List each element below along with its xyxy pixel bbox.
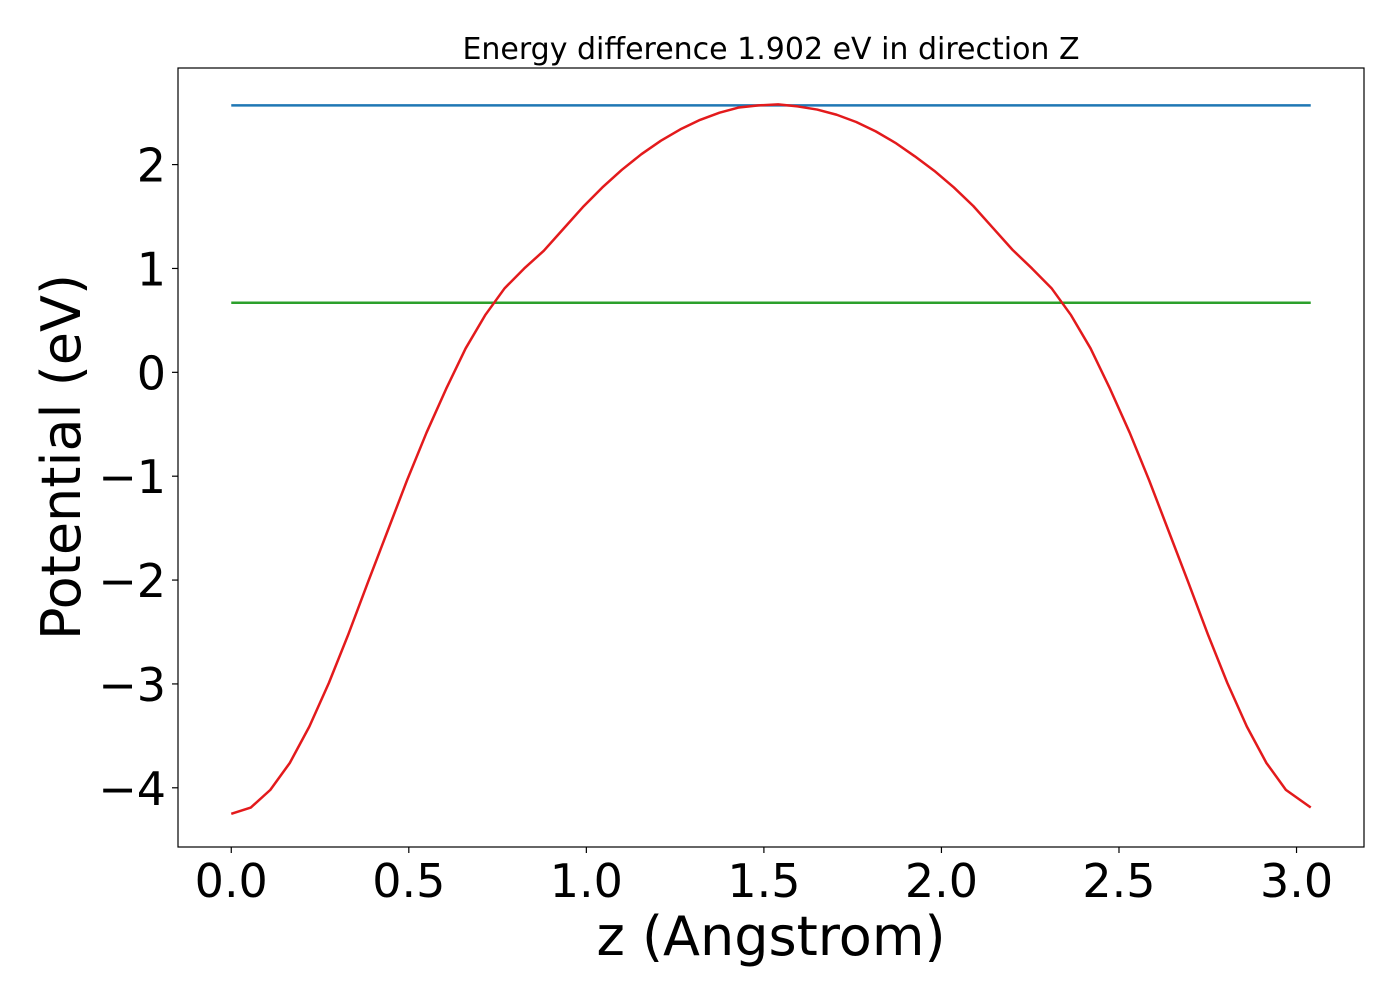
x-tick-label: 1.5: [727, 854, 800, 908]
x-tick-label: 3.0: [1260, 854, 1333, 908]
x-tick-label: 1.0: [550, 854, 623, 908]
x-tick-label: 0.0: [195, 854, 268, 908]
y-tick-label: −2: [98, 554, 166, 608]
x-axis: 0.0 0.5 1.0 1.5 2.0 2.5 3.0: [195, 847, 1333, 908]
x-tick-label: 2.0: [905, 854, 978, 908]
chart-title: Energy difference 1.902 eV in direction …: [462, 32, 1079, 67]
series-line-3: [230, 103, 1312, 815]
y-tick-label: −1: [98, 450, 166, 504]
y-axis: −4 −3 −2 −1 0 1 2: [98, 139, 178, 816]
plot-frame: [177, 67, 1365, 848]
y-tick-label: −3: [98, 658, 166, 712]
x-tick-label: 0.5: [372, 854, 445, 908]
y-tick-label: 0: [137, 346, 166, 400]
x-axis-label: z (Angstrom): [596, 905, 945, 968]
y-tick-label: 2: [137, 139, 166, 193]
y-tick-label: 1: [137, 242, 166, 296]
y-axis-label: Potential (eV): [30, 274, 93, 640]
y-tick-label: −4: [98, 762, 166, 816]
plot-area: [230, 103, 1312, 815]
x-tick-label: 2.5: [1082, 854, 1155, 908]
